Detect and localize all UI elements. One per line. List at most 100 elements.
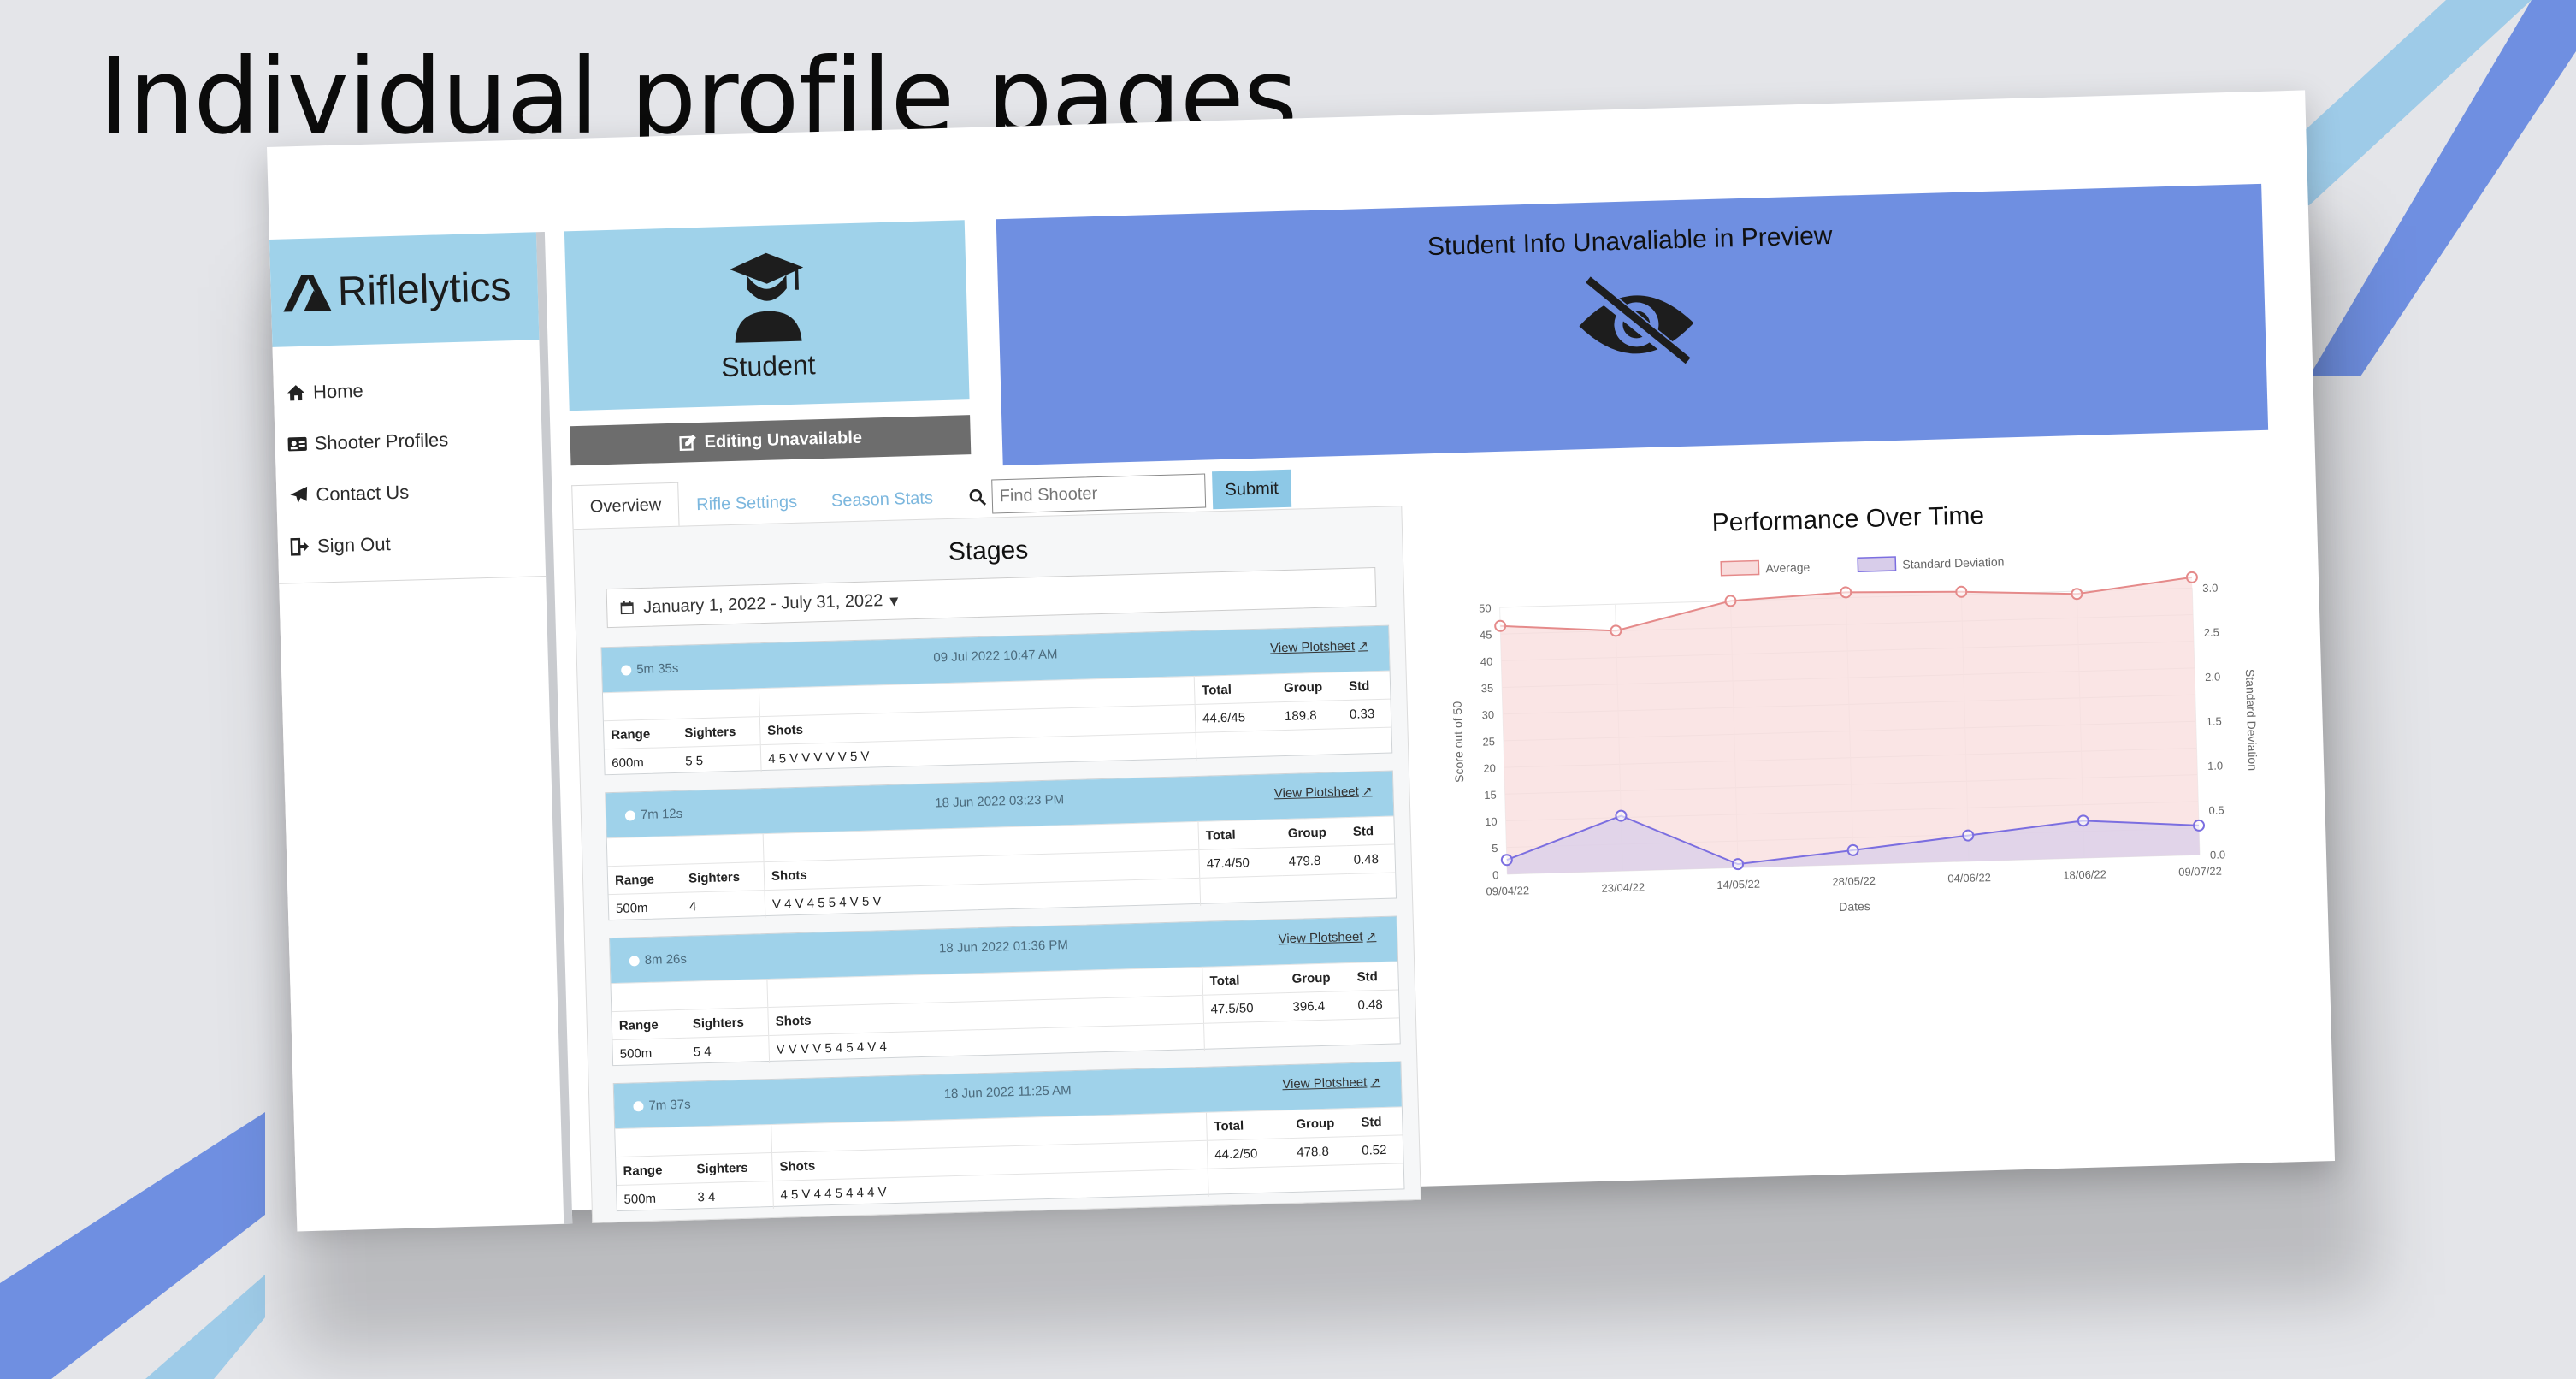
series-area-std-dev	[1506, 815, 2200, 874]
col-total: Total	[1197, 819, 1282, 850]
date-range-picker[interactable]: January 1, 2022 - July 31, 2022 ▾	[606, 566, 1377, 629]
cell-group: 396.4	[1285, 991, 1351, 1021]
brand-logo[interactable]: Riflelytics	[269, 232, 540, 347]
data-point	[2077, 814, 2089, 827]
col-range: Range	[607, 864, 682, 895]
view-plotsheet-link[interactable]: View Plotsheet ↗	[1278, 929, 1376, 946]
stage-card: 5m 35s 09 Jul 2022 10:47 AM View Plotsheet…	[600, 624, 1393, 778]
view-plotsheet-link[interactable]: View Plotsheet ↗	[1274, 784, 1373, 801]
y-tick-label: 35	[1481, 682, 1494, 695]
col-sighters: Sighters	[681, 861, 765, 893]
nav-item-home[interactable]: Home	[273, 360, 541, 419]
y-tick-label: 20	[1483, 761, 1496, 774]
col-group: Group	[1276, 672, 1343, 702]
sidebar-nav: Home Shooter Profiles Contact Us Sign Ou…	[273, 360, 546, 573]
student-info-banner: Student Info Unavaliable in Preview	[996, 183, 2269, 466]
view-plotsheet-label: View Plotsheet	[1282, 1074, 1368, 1092]
y-tick-label: 25	[1482, 735, 1495, 748]
paper-plane-icon	[290, 486, 308, 504]
search-input[interactable]	[991, 473, 1207, 514]
sidebar-divider	[279, 576, 547, 584]
y-tick-label: 30	[1481, 708, 1494, 721]
view-plotsheet-label: View Plotsheet	[1273, 784, 1360, 802]
editing-unavailable-button[interactable]: Editing Unavailable	[570, 415, 972, 466]
y2-tick-label: 1.5	[2206, 714, 2221, 727]
brand-name: Riflelytics	[337, 263, 512, 315]
submit-button[interactable]: Submit	[1212, 469, 1292, 510]
nav-item-shooter-profiles[interactable]: Shooter Profiles	[275, 411, 543, 471]
col-std: Std	[1345, 816, 1395, 846]
tab-season-stats[interactable]: Season Stats	[830, 488, 934, 511]
y-tick-label: 50	[1479, 601, 1492, 614]
tab-rifle-settings[interactable]: Rifle Settings	[695, 492, 798, 514]
x-tick-label: 23/04/22	[1601, 880, 1645, 894]
chart-plot: 0 5 10 15 20 25 30 35 40 45 50 0.0 0.5 1.0 1.5 2.0 2.5 3.…	[1450, 554, 2260, 914]
col-std: Std	[1353, 1106, 1403, 1137]
data-point	[1494, 619, 1507, 632]
search-icon	[969, 488, 987, 506]
student-label: Student	[720, 349, 817, 383]
nav-item-contact-us[interactable]: Contact Us	[276, 463, 545, 522]
col-range: Range	[616, 1155, 691, 1186]
legend-swatch	[1857, 556, 1897, 573]
col-std: Std	[1350, 961, 1399, 991]
external-link-icon: ↗	[1370, 1074, 1381, 1089]
info-banner-title: Student Info Unavaliable in Preview	[1427, 221, 1833, 262]
data-point	[1615, 809, 1628, 822]
col-group: Group	[1280, 817, 1347, 848]
shooter-search: Submit	[967, 469, 1292, 517]
edit-button-label: Editing Unavailable	[704, 428, 863, 452]
external-link-icon: ↗	[1362, 784, 1373, 798]
stage-card: 8m 26s 18 Jun 2022 01:36 PM View Plotsheet…	[608, 915, 1401, 1068]
data-point	[2185, 571, 2198, 583]
col-sighters: Sighters	[685, 1007, 769, 1039]
eye-slash-icon	[1579, 275, 1694, 369]
id-card-icon	[287, 436, 307, 452]
y-tick-label: 0	[1492, 868, 1499, 881]
legend-label: Average	[1765, 560, 1811, 575]
cell-sighters: 5 5	[677, 744, 762, 775]
tab-overview[interactable]: Overview	[571, 482, 680, 530]
col-range: Range	[612, 1009, 687, 1040]
legend-label: Standard Deviation	[1902, 554, 2004, 571]
col-total: Total	[1206, 1110, 1290, 1141]
sign-out-icon	[290, 537, 310, 556]
cell-std: 0.48	[1346, 844, 1396, 874]
nav-item-sign-out[interactable]: Sign Out	[277, 514, 546, 573]
col-sighters: Sighters	[676, 716, 761, 748]
nav-item-label: Contact Us	[316, 481, 410, 506]
nav-item-label: Home	[312, 379, 364, 403]
col-total: Total	[1194, 673, 1278, 705]
y2-tick-label: 2.5	[2204, 625, 2219, 638]
external-link-icon: ↗	[1357, 638, 1368, 653]
external-link-icon: ↗	[1366, 929, 1377, 944]
cell-sighters: 3 4	[690, 1181, 774, 1211]
stage-list: 5m 35s 09 Jul 2022 10:47 AM View Plotsheet…	[600, 624, 1405, 1228]
cell-sighters: 5 4	[686, 1035, 770, 1066]
cell-total: 47.4/50	[1198, 847, 1283, 879]
view-plotsheet-link[interactable]: View Plotsheet ↗	[1282, 1074, 1380, 1092]
view-plotsheet-link[interactable]: View Plotsheet ↗	[1270, 638, 1368, 655]
performance-chart: Performance Over Time 0 5 10 15 20 25 30 35 40 45…	[1438, 494, 2271, 944]
data-point	[1962, 829, 1975, 842]
col-sighters: Sighters	[689, 1152, 773, 1184]
y2-tick-label: 3.0	[2202, 582, 2218, 595]
cell-range: 500m	[608, 892, 683, 923]
x-axis-label: Dates	[1839, 899, 1870, 914]
calendar-icon	[620, 601, 634, 615]
y-tick-label: 45	[1480, 628, 1492, 641]
cell-total: 44.6/45	[1195, 701, 1279, 733]
col-group: Group	[1288, 1108, 1355, 1139]
app-screenshot: Riflelytics Home Shooter Profiles Contac…	[267, 90, 2336, 1232]
y-tick-label: 5	[1492, 842, 1498, 855]
cell-range: 600m	[604, 747, 679, 778]
data-point	[1840, 586, 1852, 599]
x-tick-label: 18/06/22	[2063, 867, 2106, 881]
x-tick-label: 09/04/22	[1486, 884, 1529, 897]
cell-total: 44.2/50	[1207, 1138, 1291, 1169]
edit-icon	[679, 435, 696, 452]
cell-std: 0.33	[1342, 699, 1391, 729]
data-point	[2193, 819, 2206, 832]
series-area-average	[1500, 577, 2200, 874]
home-icon	[287, 385, 305, 401]
